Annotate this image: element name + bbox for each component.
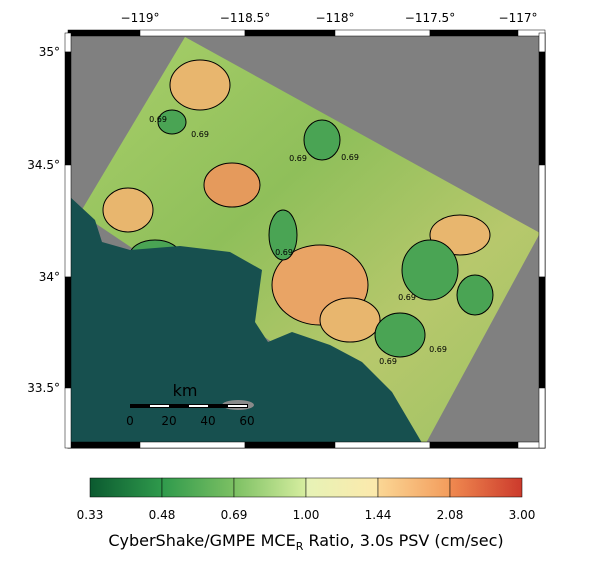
- lat-label: 34°: [39, 270, 60, 284]
- lat-label: 34.5°: [27, 158, 60, 172]
- lon-label: −117°: [499, 11, 538, 25]
- colorbar-segment: [233, 477, 307, 498]
- colorbar-segment: [449, 477, 523, 498]
- contour-label: 0.69: [341, 153, 359, 162]
- frame-segment: [67, 441, 141, 449]
- lat-label: 33.5°: [27, 381, 60, 395]
- frame-segment: [538, 164, 546, 278]
- colorbar-segment: [305, 477, 379, 498]
- frame-segment: [244, 441, 336, 449]
- frame-segment: [538, 32, 546, 53]
- colorbar-segment: [89, 477, 163, 498]
- contours: [102, 59, 491, 343]
- colorbar-segment: [377, 477, 451, 498]
- frame-segment: [64, 276, 72, 389]
- terrain: [80, 37, 540, 445]
- lon-label: −118.5°: [220, 11, 270, 25]
- lon-label: −119°: [121, 11, 160, 25]
- title-part: Ratio, 3.0s PSV (cm/sec): [303, 531, 503, 550]
- colorbar-title: CyberShake/GMPE MCER Ratio, 3.0s PSV (cm…: [108, 531, 503, 553]
- title-part: CyberShake/GMPE MCE: [108, 531, 295, 550]
- scale-label: 60: [239, 414, 254, 428]
- scale-label: 20: [161, 414, 176, 428]
- contour-label: 0.69: [398, 293, 416, 302]
- lon-label: −117.5°: [405, 11, 455, 25]
- frame-segment: [64, 51, 72, 166]
- colorbar-label: 0.69: [221, 508, 248, 522]
- frame-segment: [538, 276, 546, 389]
- frame-segment: [139, 29, 246, 37]
- scale-unit: km: [173, 381, 198, 400]
- scale-label: 40: [200, 414, 215, 428]
- contours-low: [129, 109, 494, 358]
- contour-label: 0.69: [149, 115, 167, 124]
- contour-label: 0.69: [289, 154, 307, 163]
- colorbar-segment: [161, 477, 235, 498]
- map-area: 0.69 0.69 0.69 0.69 0.69 0.69 0.69 0.69: [68, 33, 545, 448]
- contour-label: 0.69: [429, 345, 447, 354]
- frame-segment: [538, 51, 546, 166]
- frame-segment: [334, 441, 431, 449]
- ocean: [68, 195, 425, 448]
- colorbar-label: 0.33: [77, 508, 104, 522]
- title-subscript: R: [296, 540, 304, 553]
- frame-segment: [67, 29, 141, 37]
- lat-label: 35°: [39, 45, 60, 59]
- frame-segment: [538, 387, 546, 449]
- frame-segment: [244, 29, 336, 37]
- frame-segment: [64, 387, 72, 449]
- colorbar-label: 3.00: [509, 508, 536, 522]
- contour-label: 0.69: [275, 248, 293, 257]
- lon-label: −118°: [316, 11, 355, 25]
- frame-segment: [429, 29, 519, 37]
- colorbar-label: 2.08: [437, 508, 464, 522]
- colorbar-label: 1.44: [365, 508, 392, 522]
- frame-segment: [429, 441, 519, 449]
- contour-label: 0.69: [379, 357, 397, 366]
- frame-segment: [64, 164, 72, 278]
- frame-segment: [334, 29, 431, 37]
- colorbar-label: 1.00: [293, 508, 320, 522]
- scale-label: 0: [126, 414, 134, 428]
- contour-label: 0.69: [191, 130, 209, 139]
- frame-segment: [64, 32, 72, 53]
- colorbar-label: 0.48: [149, 508, 176, 522]
- frame-segment: [139, 441, 246, 449]
